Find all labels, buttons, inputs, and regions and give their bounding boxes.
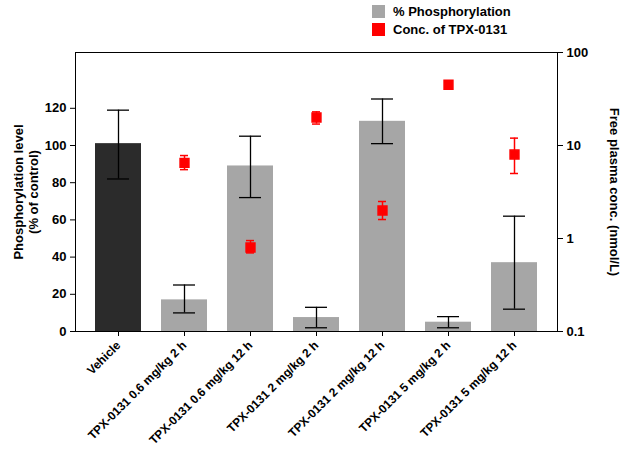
svg-text:0: 0 (59, 324, 66, 339)
svg-text:TPX-0131 0.6 mg/kg 2 h: TPX-0131 0.6 mg/kg 2 h (85, 338, 190, 443)
svg-text:10: 10 (567, 138, 581, 153)
svg-text:1: 1 (567, 231, 574, 246)
svg-text:Vehicle: Vehicle (84, 338, 123, 377)
svg-text:TPX-0131 0.6 mg/kg 12 h: TPX-0131 0.6 mg/kg 12 h (146, 338, 255, 447)
svg-text:TPX-0131 2 mg/kg 2 h: TPX-0131 2 mg/kg 2 h (224, 338, 322, 436)
svg-text:80: 80 (52, 175, 66, 190)
svg-text:0.1: 0.1 (567, 324, 585, 339)
svg-text:40: 40 (52, 249, 66, 264)
svg-text:100: 100 (45, 138, 67, 153)
html-text:Phosphorylation level (% of co: Phosphorylation level (% of control) (11, 124, 41, 259)
html-text:Free plasma conc. (nmol/L): Free plasma conc. (nmol/L) (606, 107, 622, 276)
html-text:Conc. of TPX-0131: Conc. of TPX-0131 (393, 21, 508, 37)
html-text:% Phosphorylation: % Phosphorylation (393, 3, 511, 19)
svg-text:60: 60 (52, 212, 66, 227)
svg-text:20: 20 (52, 286, 66, 301)
svg-text:TPX-0131 5 mg/kg 12 h: TPX-0131 5 mg/kg 12 h (417, 338, 519, 440)
svg-text:120: 120 (45, 100, 67, 115)
svg-text:100: 100 (567, 45, 589, 60)
svg-text:TPX-0131 5 mg/kg 2 h: TPX-0131 5 mg/kg 2 h (356, 338, 454, 436)
svg-text:TPX-0131 2 mg/kg 12 h: TPX-0131 2 mg/kg 12 h (285, 338, 388, 441)
